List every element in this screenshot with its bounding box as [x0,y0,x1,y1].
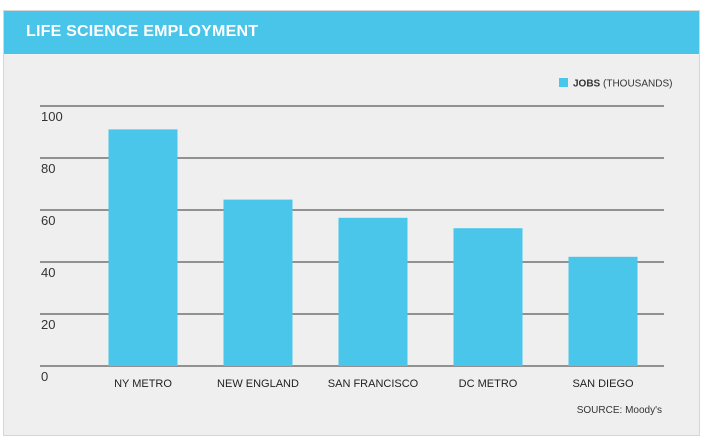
y-tick-label: 80 [41,161,55,176]
x-tick-label: SAN FRANCISCO [328,378,419,390]
bar [453,228,523,366]
legend-swatch [559,78,568,87]
y-tick-label: 20 [41,317,55,332]
x-tick-label: SAN DIEGO [572,378,634,390]
x-tick-label: NY METRO [114,378,172,390]
y-tick-label: 100 [41,109,63,124]
x-tick-label: NEW ENGLAND [217,378,299,390]
legend-label: JOBS (THOUSANDS) [573,79,672,90]
y-tick-label: 60 [41,213,55,228]
bar [108,129,178,366]
source-note: SOURCE: Moody's [576,405,662,416]
bar [338,217,408,366]
bar [568,256,638,366]
y-tick-label: 0 [41,369,48,384]
bar [223,199,293,366]
x-tick-label: DC METRO [459,378,518,390]
chart-title: LIFE SCIENCE EMPLOYMENT [26,23,259,40]
y-tick-label: 40 [41,265,55,280]
chart-header: LIFE SCIENCE EMPLOYMENT [4,11,699,54]
